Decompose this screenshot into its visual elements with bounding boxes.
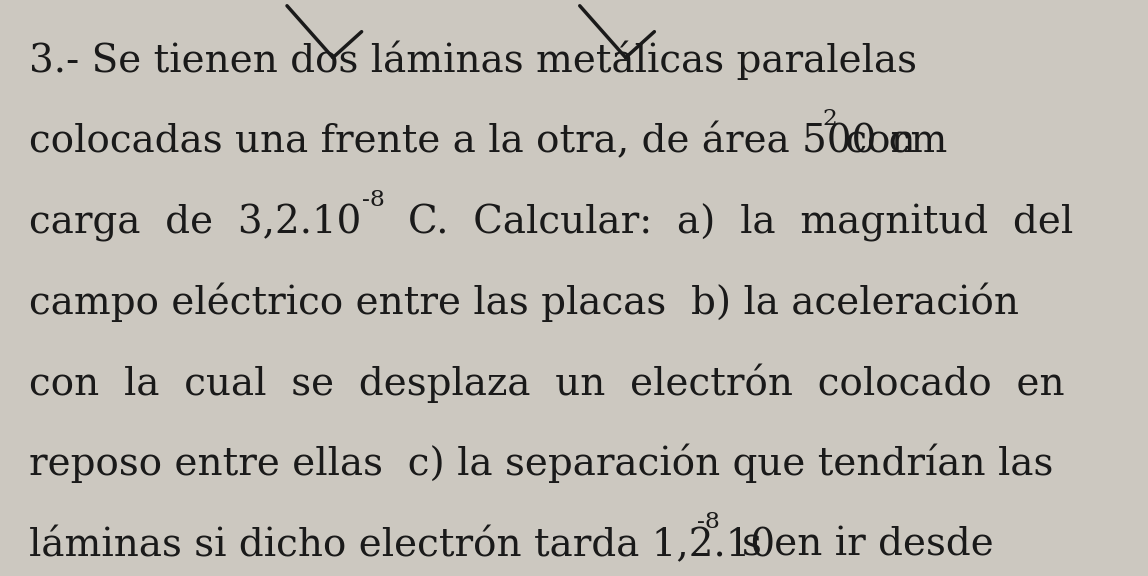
Text: con: con bbox=[833, 124, 916, 161]
Text: s en ir desde: s en ir desde bbox=[742, 527, 993, 564]
Text: láminas si dicho electrón tarda 1,2.10: láminas si dicho electrón tarda 1,2.10 bbox=[29, 526, 775, 564]
Text: -8: -8 bbox=[697, 511, 720, 533]
Text: con  la  cual  se  desplaza  un  electrón  colocado  en: con la cual se desplaza un electrón colo… bbox=[29, 363, 1064, 403]
Text: 2: 2 bbox=[822, 108, 837, 130]
Text: colocadas una frente a la otra, de área 500 cm: colocadas una frente a la otra, de área … bbox=[29, 123, 947, 161]
Text: campo eléctrico entre las placas  b) la aceleración: campo eléctrico entre las placas b) la a… bbox=[29, 282, 1018, 322]
Text: reposo entre ellas  c) la separación que tendrían las: reposo entre ellas c) la separación que … bbox=[29, 444, 1053, 483]
Text: -8: -8 bbox=[362, 188, 385, 211]
Text: C.  Calcular:  a)  la  magnitud  del: C. Calcular: a) la magnitud del bbox=[408, 203, 1072, 242]
Text: carga  de  3,2.10: carga de 3,2.10 bbox=[29, 204, 362, 242]
Text: 3.- Se tienen dos láminas metálicas paralelas: 3.- Se tienen dos láminas metálicas para… bbox=[29, 40, 917, 80]
